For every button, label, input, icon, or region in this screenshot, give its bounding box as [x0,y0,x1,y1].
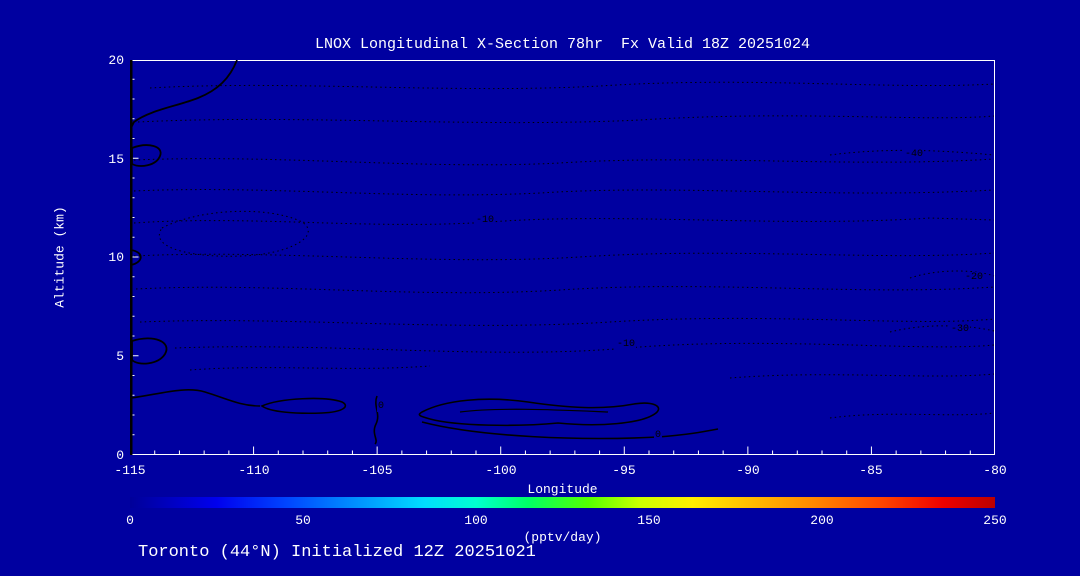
colorbar-tick-label: 150 [637,513,661,528]
colorbar-tick-label: 100 [464,513,488,528]
y-axis-label: Altitude (km) [52,206,68,308]
contour-label: 0 [654,430,663,441]
zero-contour-lines-solid [130,60,719,455]
contour-label: -10 [475,215,496,226]
x-tick-label: -95 [612,463,636,478]
y-tick-label: 15 [108,152,124,167]
contour-label: -20 [964,272,985,283]
contour-label: -10 [616,339,637,350]
x-axis-label: Longitude [527,482,598,497]
colorbar-tick-label: 200 [810,513,834,528]
x-tick-label: -110 [238,463,270,478]
chart-title: LNOX Longitudinal X-Section 78hr Fx Vali… [314,36,811,53]
colorbar-units-label: (pptv/day) [523,530,602,545]
y-tick-label: 0 [116,448,124,463]
y-tick-label: 20 [108,53,124,68]
x-tick-label: -80 [983,463,1007,478]
colorbar-tick-label: 250 [983,513,1007,528]
axis-tick-marks [130,78,995,455]
contour-plot-svg [130,60,995,455]
x-tick-label: -90 [736,463,760,478]
colorbar-tick-label: 0 [126,513,134,528]
colorbar-tick-label: 50 [295,513,311,528]
x-tick-label: -85 [859,463,883,478]
x-tick-label: -100 [485,463,517,478]
y-tick-label: 10 [108,250,124,265]
x-tick-label: -115 [114,463,146,478]
footer-caption: Toronto (44°N) Initialized 12Z 20251021 [138,543,536,562]
plot-area: -10 -10 -40 -20 -30 0 0 [130,60,995,455]
contour-label: -30 [950,324,971,335]
y-tick-label: 5 [116,349,124,364]
negative-contour-lines-dotted [133,81,995,419]
contour-label: -40 [904,149,925,160]
contour-label: 0 [377,401,386,412]
x-tick-label: -105 [361,463,393,478]
colorbar-gradient [130,497,995,508]
